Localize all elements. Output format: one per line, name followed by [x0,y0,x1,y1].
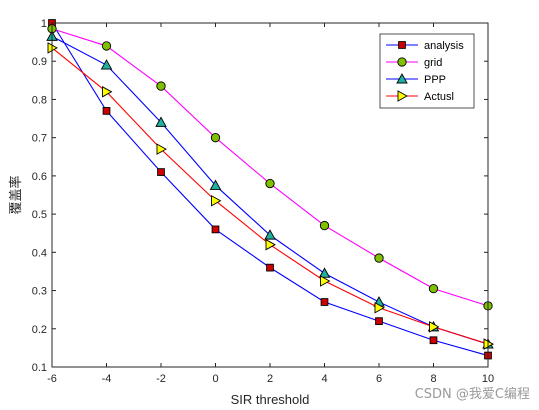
legend-marker [397,57,407,67]
legend-item-grid: grid [386,57,442,69]
x-tick-label: 10 [482,373,494,385]
y-tick-label: 0.4 [32,247,47,259]
data-point-actusl [102,86,113,98]
x-tick-label: 0 [212,373,218,385]
data-point-actusl [374,301,385,314]
data-point-ppp [155,116,167,127]
watermark: CSDN @我爱C编程 [415,387,530,402]
legend: analysis grid PPP Actusl [379,33,475,109]
data-point-analysis [266,263,274,272]
x-tick-label: -4 [102,373,112,385]
legend-label: grid [424,57,442,69]
legend-marker [396,73,408,84]
data-point-grid [101,41,112,51]
y-tick-label: 0.7 [32,133,47,145]
data-point-grid [156,81,166,91]
legend-label: Actusl [424,91,454,103]
x-tick-label: -2 [156,373,166,385]
data-point-actusl [265,238,276,251]
data-point-analysis [211,225,220,234]
y-tick-label: 0.6 [32,171,47,183]
x-tick-label: 2 [267,373,273,385]
x-tick-label: 6 [376,373,382,385]
legend-label: PPP [424,74,446,86]
data-point-ppp [318,267,331,278]
data-point-actusl [156,143,167,155]
y-tick-label: 0.8 [32,94,47,106]
data-point-grid [428,283,439,294]
legend-item-analysis: analysis [386,40,464,52]
data-point-actusl [320,275,331,287]
data-point-actusl [211,194,222,207]
data-point-ppp [209,179,222,190]
data-point-analysis [429,336,438,345]
data-point-grid [374,253,384,263]
x-tick-label: -6 [47,373,57,385]
y-tick-label: 0.3 [32,286,47,298]
data-point-analysis [320,298,329,306]
x-axis-label: SIR threshold [231,392,310,407]
data-point-grid [265,178,275,189]
x-tick-label: 4 [321,373,327,385]
data-point-ppp [100,59,113,70]
data-point-analysis [102,107,111,115]
x-tick-label: 8 [430,373,436,385]
legend-item-ppp: PPP [386,73,446,86]
y-tick-label: 0.2 [32,324,47,336]
ticks-layer: -6 -4 -2 0 2 4 6 8 10 0.1 0.2 0.3 0.4 0.5 0.6 0.7 0.8 0.9… [32,18,494,385]
data-point-analysis [375,317,383,325]
y-tick-label: 1 [41,18,47,30]
data-point-ppp [264,229,276,240]
legend-marker [397,90,408,102]
y-tick-label: 0.9 [32,56,47,68]
legend-label: analysis [424,40,464,52]
data-point-grid [319,220,330,231]
data-point-actusl [429,321,440,333]
y-tick-label: 0.1 [32,362,47,374]
y-tick-label: 0.5 [32,209,47,221]
data-point-grid [210,133,221,143]
legend-marker [398,41,406,49]
y-axis-label: 覆盖率 [8,175,23,214]
legend-item-actusl: Actusl [386,90,454,103]
data-point-analysis [157,168,165,176]
